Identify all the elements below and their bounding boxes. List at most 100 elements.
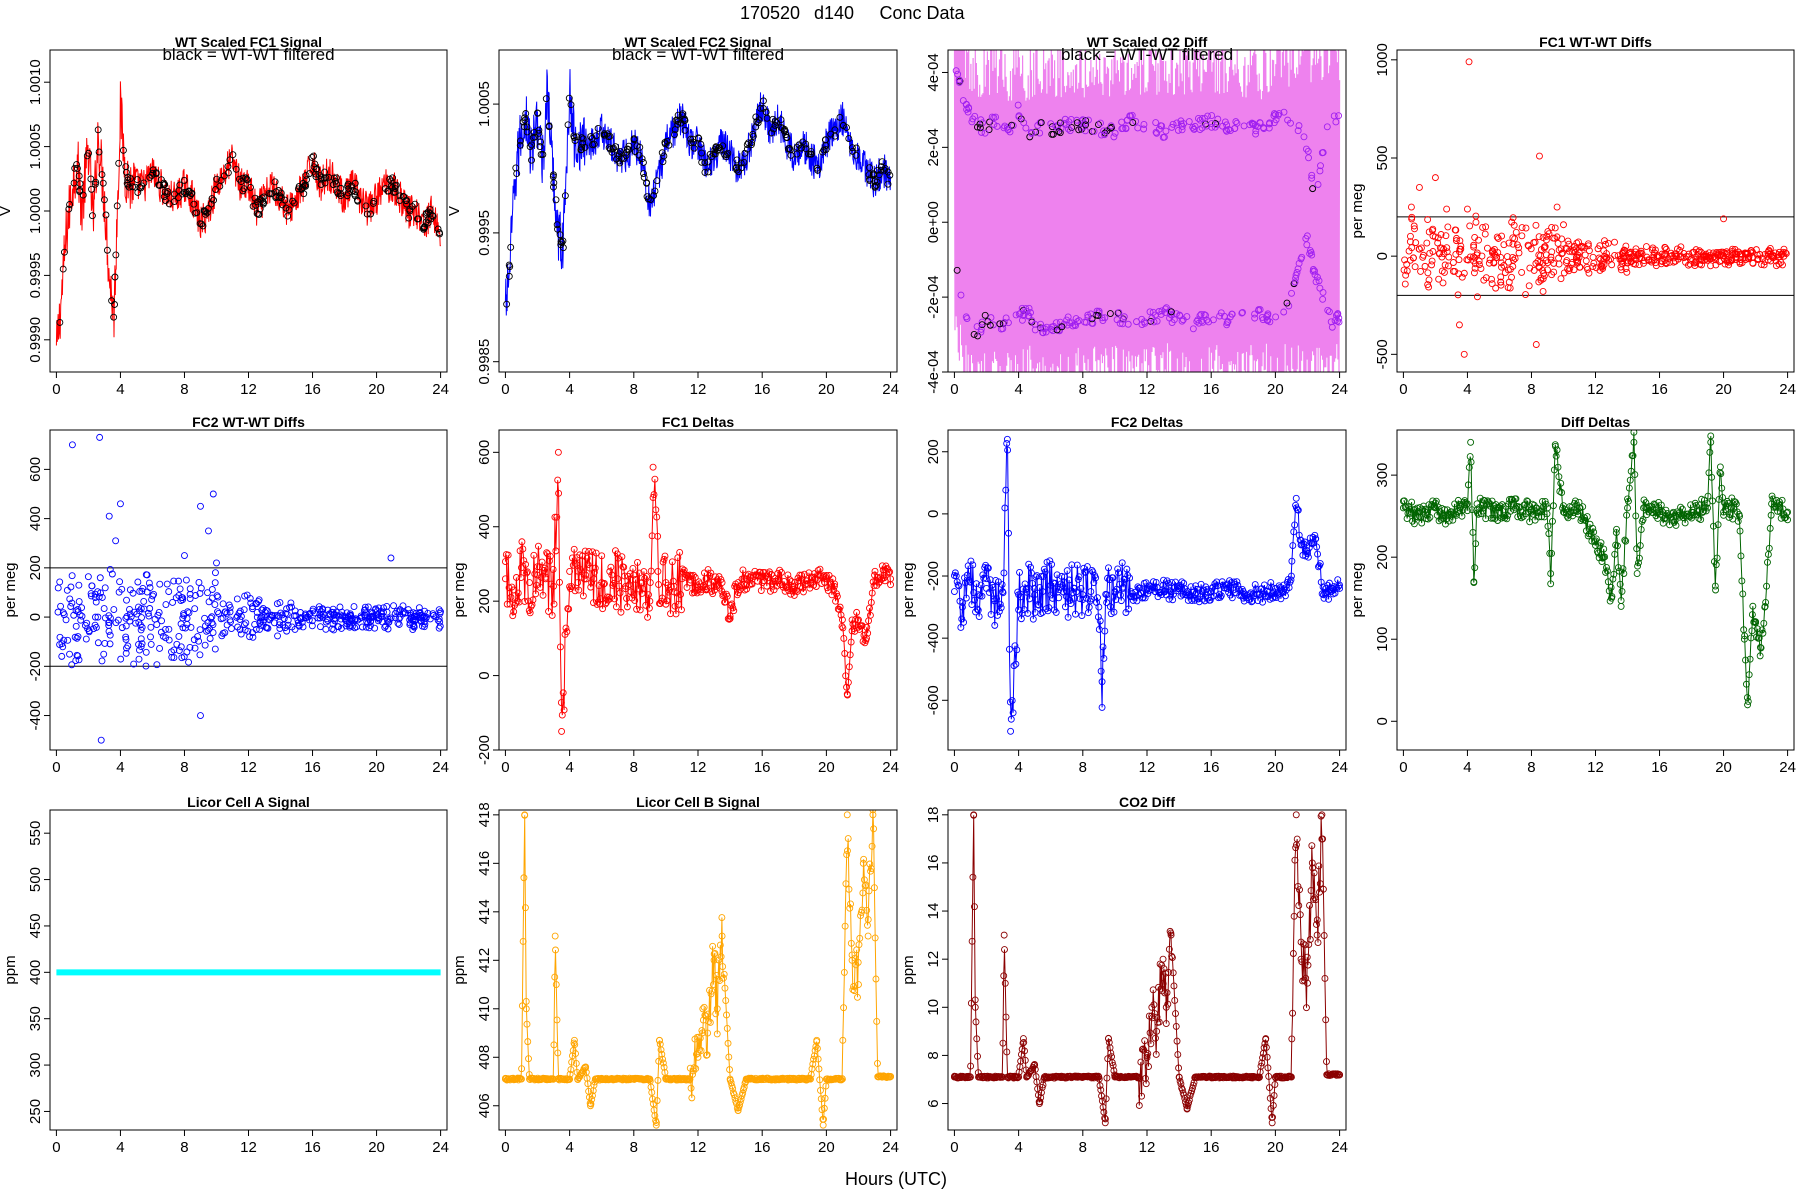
o2diff-point [1037, 119, 1045, 127]
fc1diffs-diff-point [1471, 233, 1479, 241]
fc2deltas-data-point [1180, 579, 1188, 587]
fc1diffs-diff-point [1642, 243, 1650, 251]
co2diff-ytick-label: 12 [925, 951, 942, 968]
fc1deltas-data-point [515, 598, 523, 606]
diffdeltas-data-point [1659, 519, 1667, 527]
diffdeltas-key-point [1560, 508, 1567, 516]
licorB-key-point [734, 1107, 742, 1115]
o2diff-point [1018, 316, 1026, 324]
fc1-filtered-point [302, 181, 309, 189]
co2diff-data-point [1265, 1072, 1273, 1080]
fc2deltas-key-point [1312, 535, 1319, 543]
fc2-filtered-point [848, 144, 856, 152]
diffdeltas-data-point [1474, 510, 1482, 518]
fc2-filtered-point [516, 141, 524, 149]
co2diff-data-point [1288, 1035, 1296, 1043]
fc2deltas-data-point [1131, 588, 1139, 596]
fc1deltas-data-point [556, 578, 563, 586]
licorB-data-point [721, 984, 729, 992]
licorB-ytick-label: 416 [476, 851, 493, 876]
fc2diffs-diff-point [101, 584, 109, 592]
diffdeltas-data-point [1629, 452, 1637, 460]
licorB-data-point [815, 1065, 823, 1073]
co2diff-data-point [1158, 987, 1166, 995]
fc1deltas-data-point [717, 576, 725, 583]
fc2deltas-data-point [1068, 561, 1076, 569]
fc1deltas-data-point [523, 568, 531, 576]
fc2-filtered-point [780, 127, 788, 134]
diffdeltas-data-point [1778, 496, 1786, 504]
o2diff-point [1158, 307, 1166, 315]
fc1deltas-key-point [509, 586, 517, 594]
licorB-xtick-label: 16 [754, 1139, 771, 1156]
fc2deltas-data-point [975, 613, 983, 620]
fc1-filtered-point [301, 182, 309, 190]
diffdeltas-data-point [1712, 561, 1720, 569]
o2diff-point [969, 115, 977, 123]
fc2-filtered-point [763, 114, 771, 122]
co2diff-key-point [1308, 859, 1316, 867]
o2diff-plot-area [952, 50, 1343, 372]
fc2deltas-key-point [1183, 588, 1191, 596]
co2diff-data-point [1101, 1115, 1109, 1123]
fc1diffs-diff-point [1415, 245, 1423, 253]
co2diff-key-point [1003, 1073, 1011, 1081]
fc2diffs-diff-point [358, 623, 366, 631]
fc2diffs-outlier-point [112, 537, 120, 545]
o2diff-point [1095, 121, 1102, 129]
fc1-filtered-point [396, 197, 404, 205]
licorB-data-point [520, 874, 528, 882]
fc2deltas-data-point [1090, 579, 1098, 587]
licorB-data-point [580, 1065, 588, 1073]
fc2diffs-diff-point [81, 622, 89, 629]
diffdeltas-data-point [1634, 562, 1642, 570]
fc1-filtered-point [100, 196, 108, 204]
fc2deltas-data-point [1252, 585, 1260, 593]
fc2diffs-outlier-point [68, 441, 76, 449]
diffdeltas-key-point [1776, 504, 1784, 512]
fc1diffs-diff-point [1671, 257, 1679, 265]
diffdeltas-data-point [1436, 508, 1444, 516]
fc1-filtered-point [253, 210, 261, 218]
o2diff-point [1308, 171, 1316, 179]
co2diff-key-point [1000, 931, 1008, 939]
fc2deltas-key-point [1304, 547, 1311, 555]
o2diff-xtick-label: 8 [1079, 381, 1087, 398]
fc2-filtered-point [884, 180, 892, 188]
licorB-data-point [817, 1095, 825, 1103]
fc1deltas-key-point [702, 575, 710, 583]
fc1deltas-data-point [567, 583, 575, 590]
co2diff-data-point [1270, 1092, 1278, 1099]
fc1diffs-diff-point [1712, 261, 1720, 269]
co2diff-data-point [1309, 895, 1317, 903]
fc2-filtered-point [550, 171, 557, 179]
licorB-data-point [729, 1084, 737, 1092]
fc1deltas-data-point [591, 564, 599, 572]
co2diff-data-point [972, 1018, 980, 1026]
fc2diffs-diff-point [361, 611, 369, 619]
licorA-ytick-label: 550 [27, 821, 44, 846]
licorB-data-point [867, 865, 875, 873]
fc2diffs-diff-point [67, 583, 75, 591]
fc2-filtered-point [749, 130, 757, 138]
fc2deltas-data-point [1115, 569, 1123, 577]
fc2diffs-diff-point [149, 592, 157, 600]
fc2diffs-ytick-label: -200 [27, 651, 44, 681]
fc2deltas-data-point [1317, 578, 1325, 586]
fc1deltas-data-point [772, 577, 780, 585]
fc1diffs-diff-point [1753, 251, 1761, 259]
fc1diffs-ylabel: per meg [1349, 183, 1366, 238]
diffdeltas-key-point [1544, 504, 1551, 512]
diffdeltas-data-point [1714, 521, 1722, 529]
fc2diffs-diff-point [196, 590, 204, 597]
co2diff-data-point [1137, 1058, 1145, 1066]
fc2deltas-series-line [953, 443, 1341, 720]
fc1diffs-diff-point [1493, 233, 1501, 241]
fc2-filtered-point [552, 196, 560, 204]
co2diff-ytick-label: 14 [925, 903, 942, 920]
fc2deltas-ytick-label: -200 [925, 561, 942, 591]
fc1deltas-data-point [622, 585, 630, 593]
fc1diffs-diff-point [1537, 276, 1545, 284]
fc2diffs-diff-point [195, 637, 203, 645]
fc1deltas-data-point [736, 586, 744, 594]
